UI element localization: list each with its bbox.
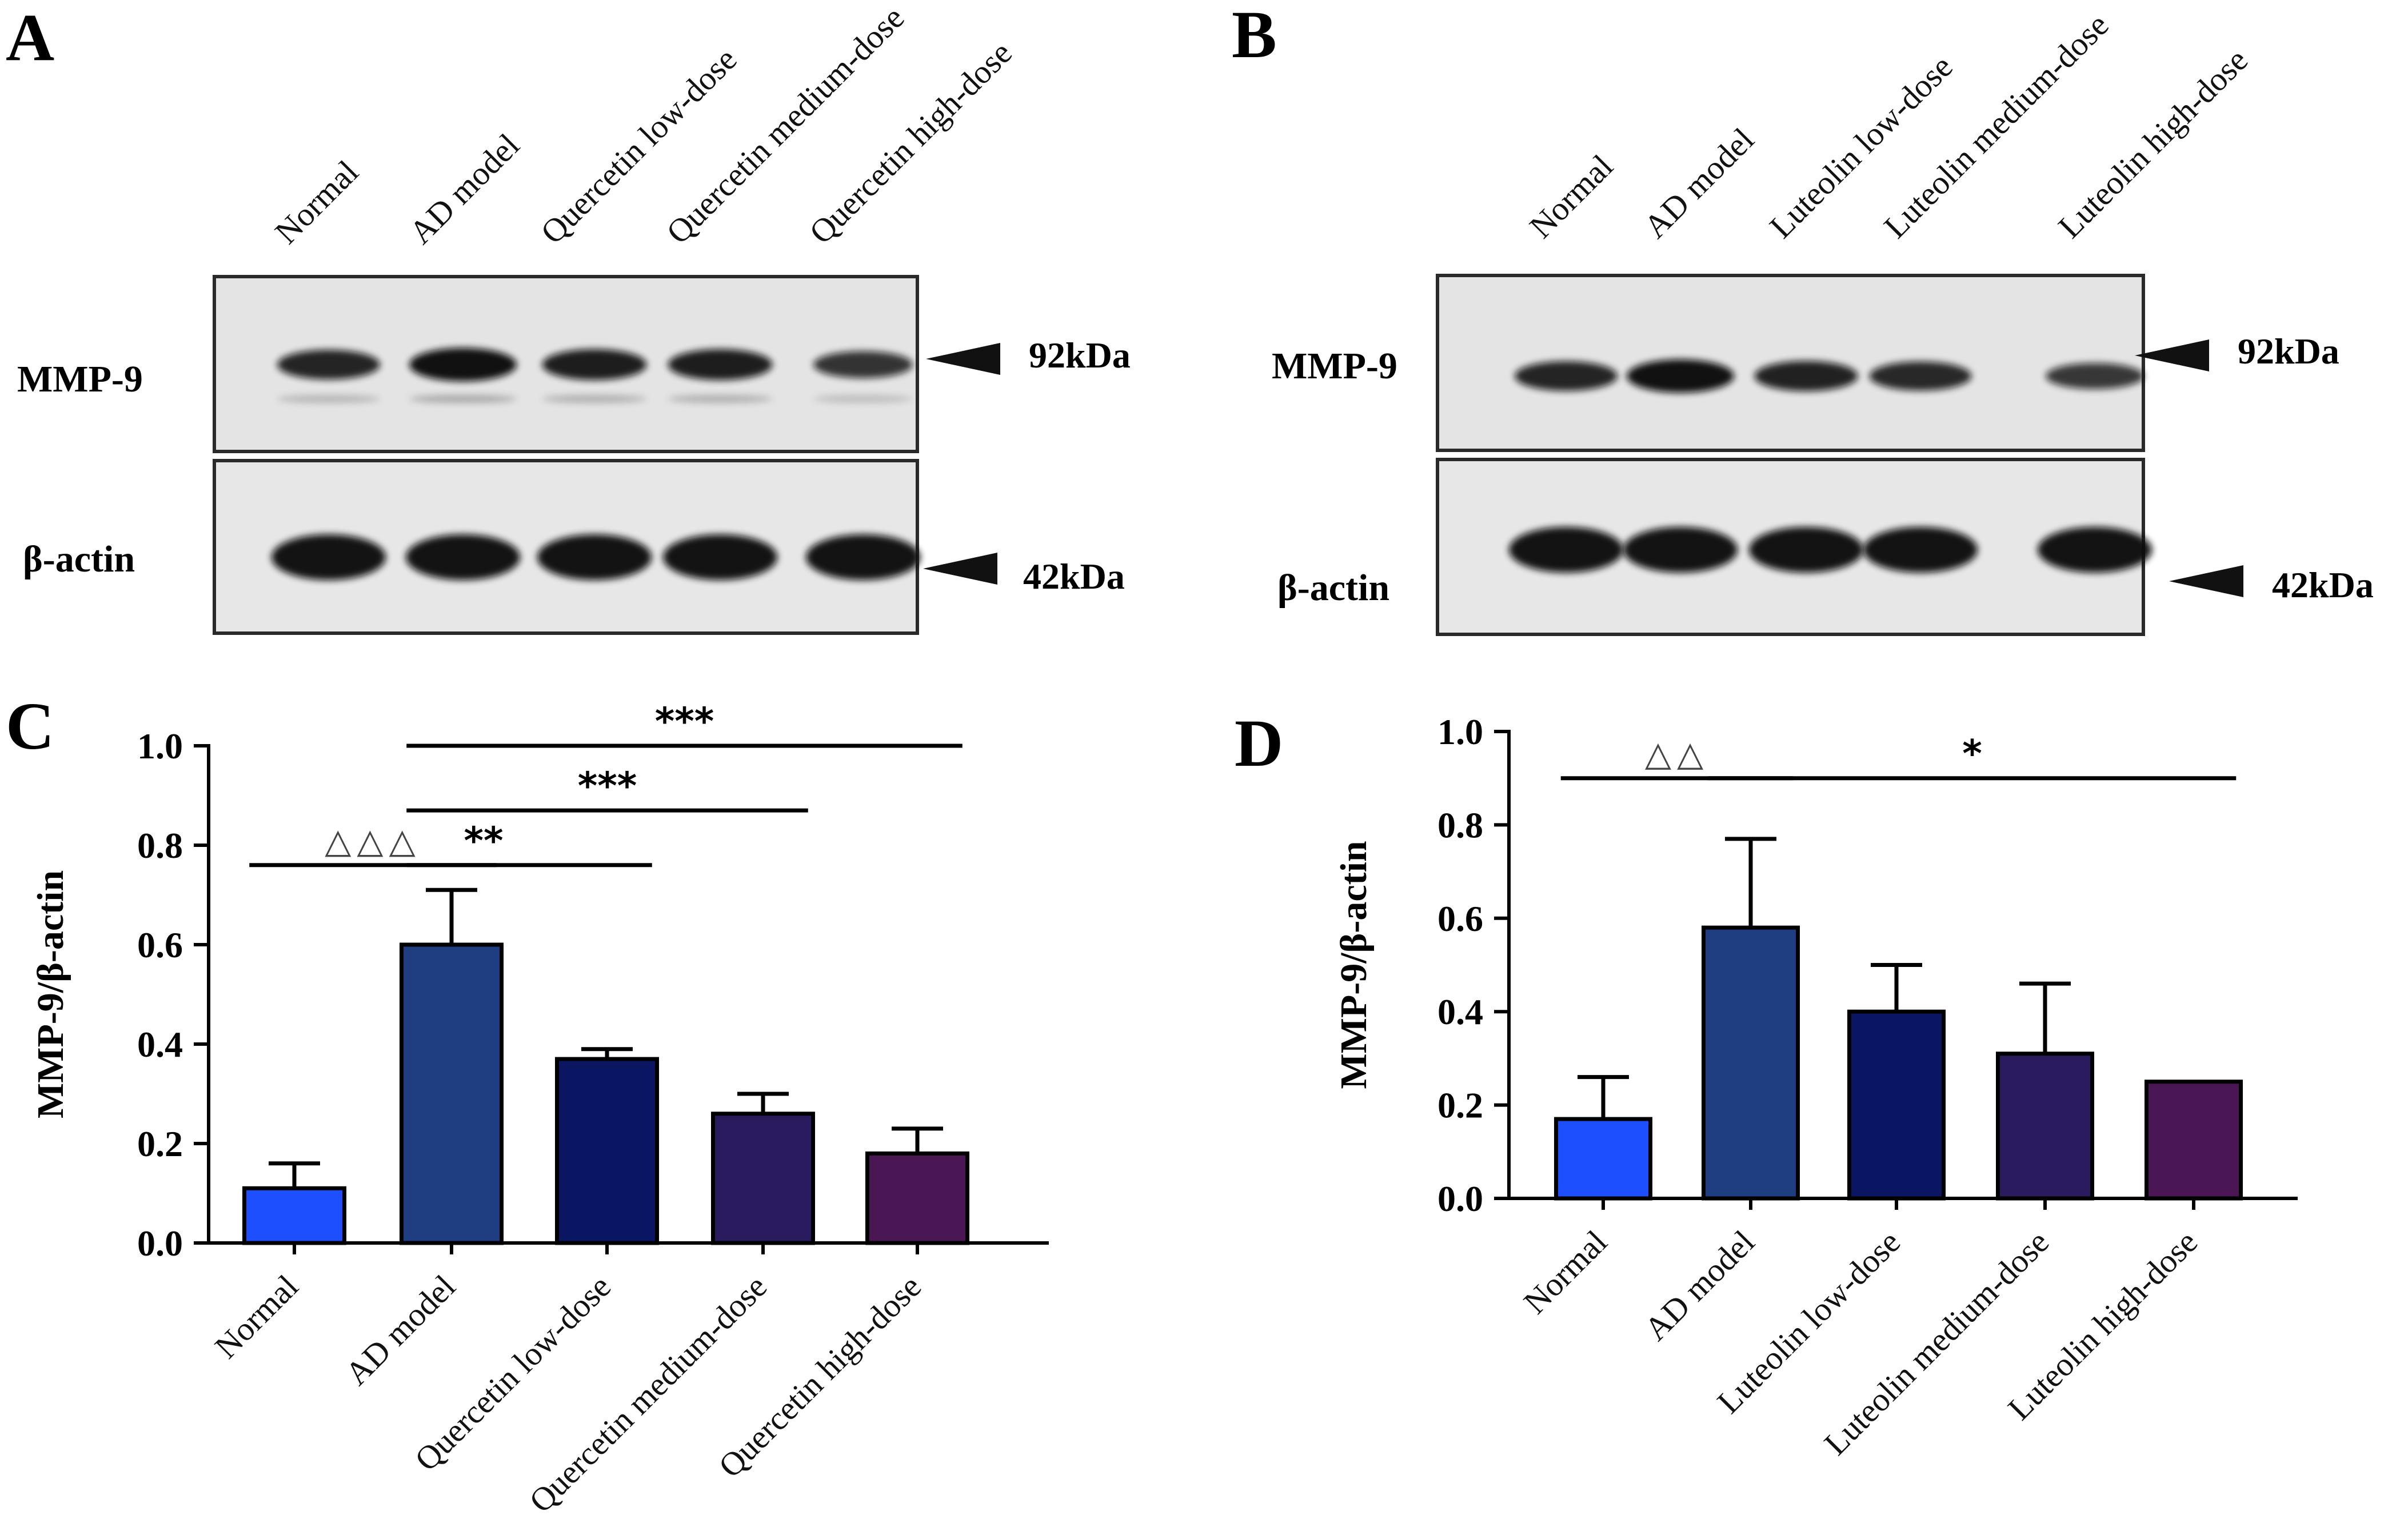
mmp9-lower-band [668,395,773,403]
panel-d-bar-chart: D 0.0 0.2 0.4 0.6 0.8 1.0 MMP-9/β-actin Normal A… [1235,706,2298,1462]
bar [865,1151,969,1245]
mmp9-lower-band [277,395,380,403]
y-tick-label: 0.0 [1437,1178,1483,1219]
mmp9-band [542,349,647,381]
lane-label: Luteolin high-dose [2051,41,2255,245]
mmp9-band [1515,361,1618,391]
mmp9-band [2046,363,2144,389]
panel-d-plot: 0.0 0.2 0.4 0.6 0.8 1.0 MMP-9/β-actin Normal AD … [1333,711,2298,1462]
panel-b-92kda-arrow-icon [2135,339,2209,371]
actin-band [663,534,777,580]
panel-b-42kda-arrow-icon [2169,565,2243,597]
lane-label: AD model [1636,121,1761,245]
panel-a-42kda-arrow-icon [923,553,997,585]
bar [1702,925,1800,1201]
panel-a-92kda-arrow-icon [926,343,1000,375]
bar [242,1186,346,1245]
panel-a-actin-label: β-actin [23,538,135,580]
panel-a-92kda-label: 92kDa [1029,335,1131,375]
significance-stars: *** [578,764,637,808]
actin-band [2038,527,2152,573]
bar [1554,1117,1652,1201]
mmp9-lower-band [813,395,913,403]
mmp9-band [409,347,517,382]
bar [1996,1052,2094,1201]
lane-label: Quercetin medium-dose [659,0,911,251]
significance-stars: *** [655,699,714,743]
lane-label: Normal [267,153,365,251]
panel-b-actin-label: β-actin [1277,567,1389,609]
y-tick-label: 0.8 [1437,805,1483,845]
lane-label: Normal [1522,147,1620,245]
panel-b-mmp9-label: MMP-9 [1272,345,1397,387]
mmp9-lower-band [409,395,517,403]
bar [711,1112,815,1245]
mmp9-band [1754,361,1858,391]
significance-triangles: △△ [1645,734,1709,774]
mmp9-band [277,350,380,379]
mmp9-band [1627,359,1734,393]
mmp9-band [1869,361,1972,391]
bar [555,1057,659,1245]
panel-b-42kda-label: 42kDa [2272,565,2374,605]
y-axis-label: MMP-9/β-actin [1333,841,1375,1089]
panel-b-bands [1509,359,2152,573]
x-tick-label: AD model [1637,1223,1762,1348]
actin-band [406,534,520,580]
y-tick-label: 1.0 [137,726,183,766]
panel-b-letter: B [1232,0,1277,72]
panel-a-letter: A [6,0,54,75]
actin-band [537,534,652,580]
panel-a-bands [271,347,920,580]
panel-d-letter: D [1235,706,1283,781]
y-tick-label: 1.0 [1437,711,1483,752]
x-tick-label: Normal [1516,1223,1614,1321]
mmp9-lower-band [542,395,647,403]
actin-band [1863,527,1978,573]
actin-band [1623,527,1738,573]
panel-c-plot: 0.0 0.2 0.4 0.6 0.8 1.0 MMP-9/β-actin Normal AD … [30,699,1049,1515]
bar [2145,1080,2243,1201]
bar [400,942,504,1245]
y-tick-label: 0.4 [1437,992,1483,1032]
mmp9-band [668,349,773,381]
panel-c-bar-chart: C 0.0 0.2 0.4 0.6 0.8 1.0 MMP-9/β-actin Normal A… [6,689,1049,1515]
y-tick-label: 0.0 [137,1223,183,1264]
panel-a-mmp9-label: MMP-9 [17,358,143,400]
lane-label: AD model [402,126,526,251]
y-tick-label: 0.6 [137,925,183,965]
y-axis-label: MMP-9/β-actin [30,870,71,1118]
mmp9-band [813,351,913,378]
bar [1847,1009,1946,1201]
y-tick-label: 0.4 [137,1024,183,1065]
actin-band [1509,527,1623,573]
actin-band [1749,527,1863,573]
significance-triangles: △△△ [325,821,421,861]
panel-b-western-blot: B Normal AD model Luteolin low-doseLuteoli… [1232,0,2374,636]
panel-a-lane-labels: Normal AD model Quercetin low-doseQuerceti… [267,0,1019,251]
panel-a-42kda-label: 42kDa [1023,556,1125,597]
significance-stars: ** [464,819,503,863]
x-tick-label: AD model [338,1268,462,1392]
panel-c-letter: C [6,689,54,764]
y-tick-label: 0.2 [137,1124,183,1164]
y-tick-label: 0.2 [1437,1085,1483,1126]
significance-stars: * [1962,732,1982,776]
panel-b-lane-labels: Normal AD model Luteolin low-doseLuteolin … [1522,6,2255,245]
x-tick-label: Normal [207,1268,305,1365]
y-tick-label: 0.6 [1437,898,1483,939]
actin-band [806,534,920,580]
panel-a-western-blot: A Normal AD model Quercetin low-doseQuerce… [6,0,1131,635]
actin-band [271,534,386,580]
panel-b-92kda-label: 92kDa [2238,331,2339,371]
y-tick-label: 0.8 [137,825,183,866]
